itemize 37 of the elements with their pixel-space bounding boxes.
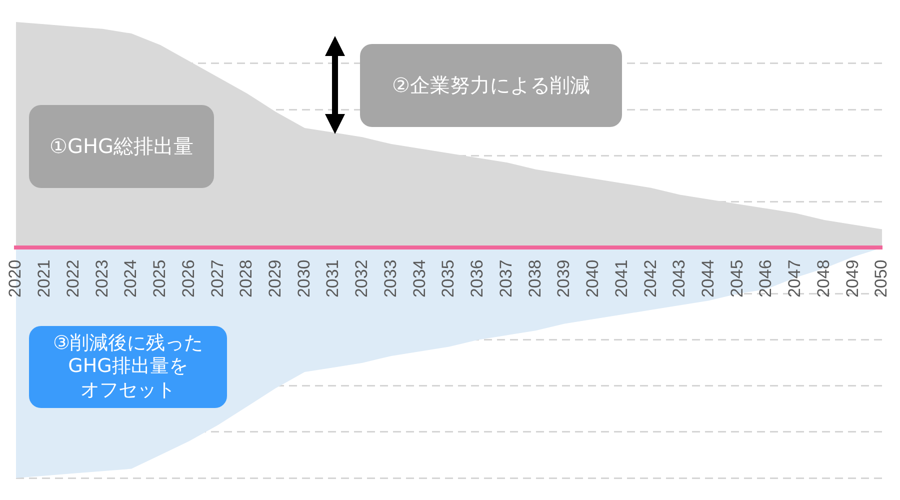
x-tick-label: 2050: [872, 260, 891, 298]
x-tick-label: 2043: [670, 260, 689, 298]
annotation: ②企業努力による削減: [392, 72, 590, 98]
x-tick-label: 2034: [410, 260, 429, 298]
x-tick-label: 2020: [6, 260, 25, 298]
x-tick-label: 2044: [698, 260, 718, 298]
x-tick-label: 2041: [612, 260, 631, 298]
x-tick-label: 2027: [208, 260, 227, 298]
x-tick-label: 2049: [842, 260, 862, 298]
x-tick-label: 2039: [554, 260, 574, 298]
x-tick-label: 2023: [92, 260, 112, 298]
x-tick-label: 2046: [756, 260, 776, 298]
x-tick-label: 2024: [121, 260, 140, 298]
x-tick-label: 2032: [352, 260, 372, 298]
x-tick-label: 2031: [323, 260, 342, 298]
callout-box: ①GHG総排出量: [29, 105, 214, 188]
x-tick-label: 2035: [438, 260, 458, 298]
x-tick-label: 2033: [380, 260, 400, 298]
annotation: ①GHG総排出量: [50, 134, 194, 158]
x-tick-label: 2047: [785, 260, 804, 298]
x-tick-label: 2042: [640, 260, 660, 298]
x-tick-label: 2021: [34, 260, 54, 298]
x-tick-label: 2026: [178, 260, 198, 298]
annotation: ③削減後に残ったGHG排出量をオフセット: [52, 332, 204, 402]
callout-box: ②企業努力による削減: [360, 44, 622, 127]
x-tick-label: 2037: [496, 260, 516, 298]
x-tick-label: 2025: [150, 260, 170, 298]
x-tick-label: 2038: [525, 260, 544, 298]
x-tick-label: 2030: [294, 260, 314, 298]
x-tick-label: 2040: [583, 260, 602, 298]
x-tick-label: 2045: [727, 260, 746, 298]
x-tick-label: 2048: [814, 260, 833, 298]
x-tick-label: 2028: [236, 260, 256, 298]
x-tick-label: 2036: [468, 260, 487, 298]
x-tick-label: 2022: [63, 260, 82, 298]
x-tick-label: 2029: [265, 260, 284, 298]
callout-box: ③削減後に残ったGHG排出量をオフセット: [29, 326, 227, 408]
